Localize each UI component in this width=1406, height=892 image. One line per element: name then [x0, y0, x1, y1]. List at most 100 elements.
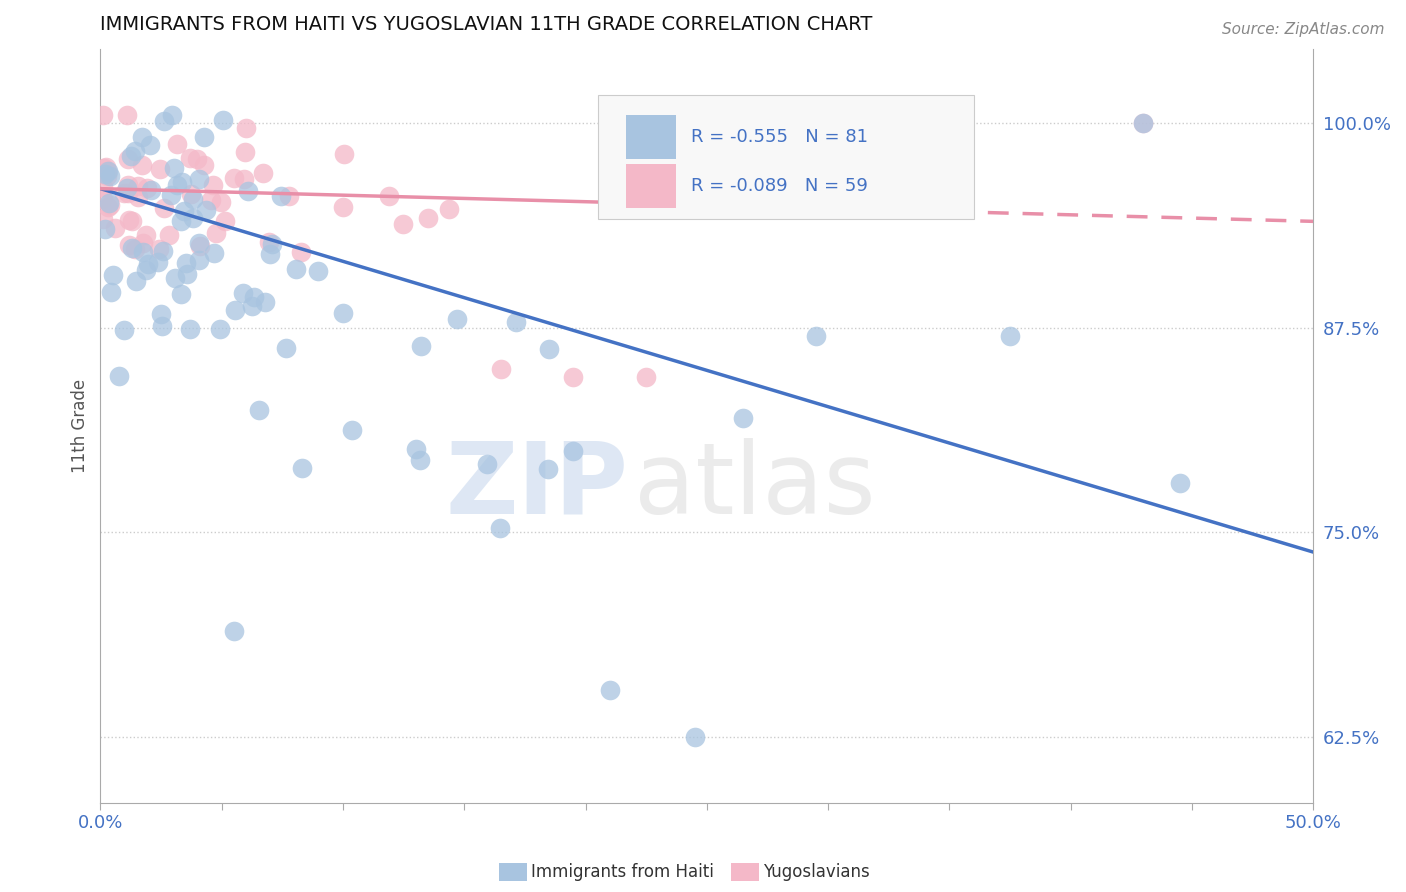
Point — [170, 286, 193, 301]
Point — [209, 195, 232, 210]
Point — [236, 184, 259, 198]
Point — [103, 268, 125, 282]
Point — [163, 271, 186, 285]
Point — [159, 228, 181, 243]
Point — [104, 220, 127, 235]
Point — [188, 235, 211, 250]
Point — [332, 305, 354, 319]
Point — [242, 290, 264, 304]
Point — [259, 247, 281, 261]
Point — [91, 180, 114, 194]
Point — [97, 164, 120, 178]
Point — [115, 181, 138, 195]
Point — [180, 186, 202, 201]
Point — [291, 461, 314, 475]
Point — [204, 226, 226, 240]
Point — [332, 200, 354, 214]
Point — [278, 188, 301, 202]
Point — [235, 121, 257, 136]
Point — [121, 241, 143, 255]
Point — [97, 201, 120, 215]
Point — [1132, 116, 1154, 130]
Point — [332, 147, 354, 161]
Point — [274, 341, 297, 355]
Point — [200, 193, 222, 207]
Point — [100, 198, 122, 212]
Point — [136, 256, 159, 270]
Point — [166, 178, 188, 192]
Point — [536, 462, 558, 476]
Point — [160, 187, 183, 202]
Point — [307, 264, 329, 278]
Point — [174, 256, 197, 270]
Point — [391, 217, 413, 231]
Point — [222, 624, 245, 638]
Text: atlas: atlas — [634, 438, 876, 535]
Point — [284, 262, 307, 277]
Point — [118, 213, 141, 227]
Point — [202, 246, 225, 260]
Point — [176, 267, 198, 281]
Point — [132, 235, 155, 250]
Point — [416, 211, 439, 225]
Point — [233, 145, 256, 160]
Point — [120, 148, 142, 162]
Point — [152, 201, 174, 215]
Text: R = -0.089   N = 59: R = -0.089 N = 59 — [690, 177, 868, 194]
Point — [636, 370, 658, 384]
Point — [125, 274, 148, 288]
Bar — [626, 115, 676, 159]
Point — [131, 158, 153, 172]
Point — [252, 166, 274, 180]
Point — [804, 329, 827, 343]
Point — [562, 443, 585, 458]
Point — [139, 183, 162, 197]
Point — [340, 424, 363, 438]
Point — [179, 322, 201, 336]
Point — [148, 242, 170, 256]
Point — [91, 192, 114, 206]
Point — [201, 178, 224, 193]
Point — [186, 153, 208, 167]
Point — [254, 295, 277, 310]
Point — [108, 369, 131, 384]
Point — [233, 172, 256, 186]
Point — [260, 237, 283, 252]
Point — [224, 303, 246, 318]
Point — [115, 108, 138, 122]
Point — [127, 178, 149, 193]
Point — [683, 730, 706, 744]
Point — [96, 169, 118, 183]
Point — [173, 203, 195, 218]
Point — [96, 160, 118, 174]
Y-axis label: 11th Grade: 11th Grade — [72, 379, 89, 473]
Point — [98, 169, 121, 183]
Point — [214, 214, 236, 228]
Point — [160, 108, 183, 122]
Point — [270, 188, 292, 202]
Point — [162, 161, 184, 176]
Point — [240, 299, 263, 313]
Point — [172, 175, 194, 189]
Point — [538, 342, 561, 356]
Text: R = -0.555   N = 81: R = -0.555 N = 81 — [690, 128, 868, 145]
Point — [138, 137, 160, 152]
Point — [135, 180, 157, 194]
Point — [378, 188, 401, 202]
Point — [188, 238, 211, 252]
Point — [477, 457, 499, 471]
Point — [188, 172, 211, 186]
Point — [562, 370, 585, 384]
Point — [489, 361, 512, 376]
Point — [222, 170, 245, 185]
Point — [153, 114, 176, 128]
Point — [94, 222, 117, 236]
Point — [127, 190, 149, 204]
Point — [93, 161, 115, 175]
Point — [489, 521, 512, 535]
Point — [135, 263, 157, 277]
Point — [405, 442, 427, 456]
Text: ZIP: ZIP — [446, 438, 628, 535]
Bar — [626, 164, 676, 208]
Point — [114, 323, 136, 337]
